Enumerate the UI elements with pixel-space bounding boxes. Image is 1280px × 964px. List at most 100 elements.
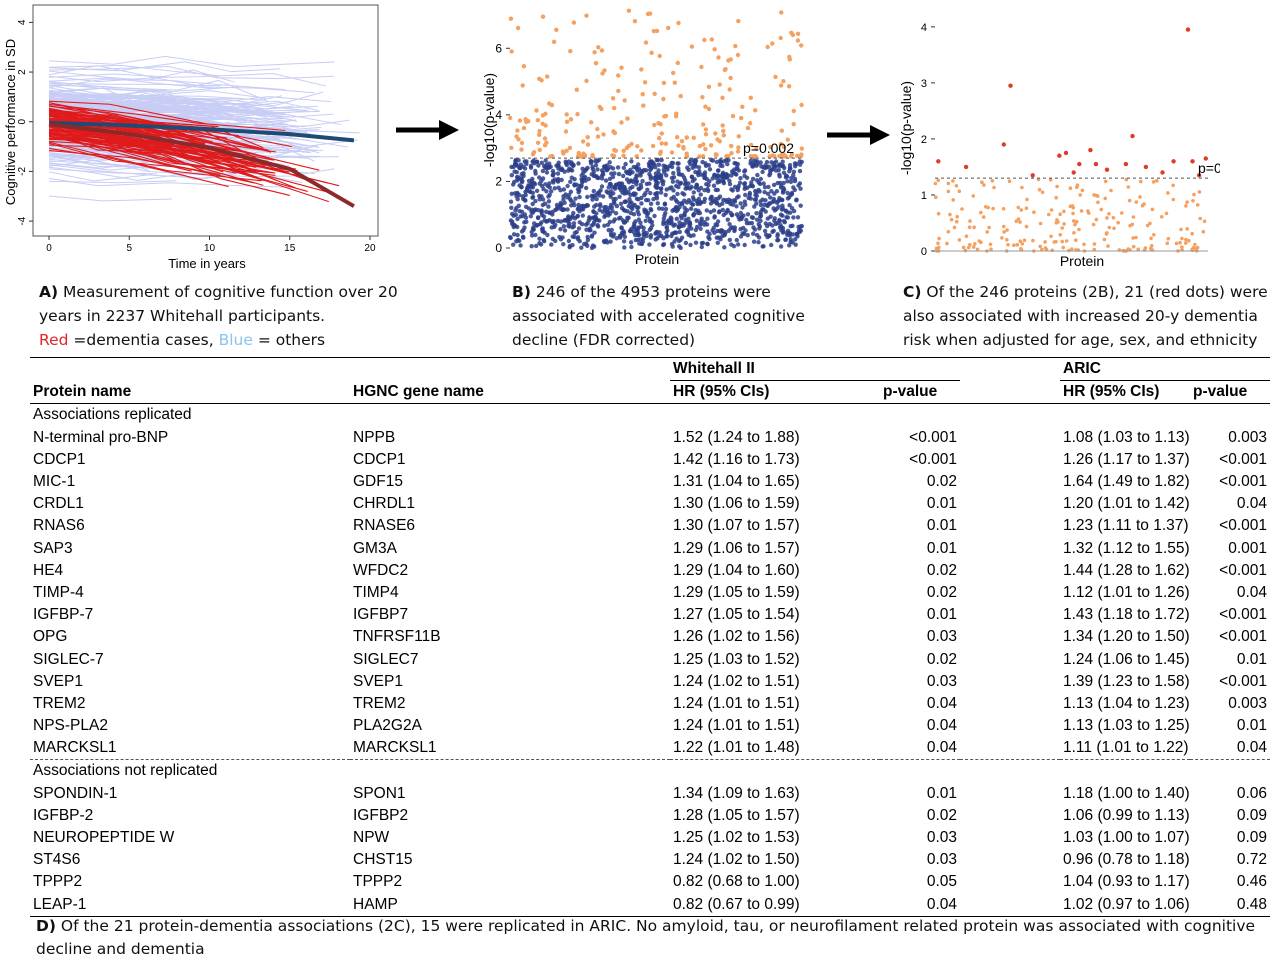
point-nonsignificant [529, 244, 534, 249]
point-significant [537, 147, 542, 153]
gene-name: TPPP2 [353, 873, 403, 891]
point-not-replicated [1148, 221, 1152, 226]
gene-name: HAMP [350, 893, 670, 917]
point-significant [699, 64, 704, 70]
point-nonsignificant [740, 205, 745, 210]
point-nonsignificant [638, 220, 643, 225]
table-row: IGFBP-7 IGFBP7 1.27 (1.05 to 1.54) 0.01 1.43… [30, 604, 1270, 626]
point-significant [676, 143, 681, 148]
point-nonsignificant [575, 214, 580, 219]
point-not-replicated [1149, 244, 1154, 248]
point-not-replicated [1195, 245, 1200, 250]
point-nonsignificant [517, 193, 522, 198]
point-nonsignificant [542, 163, 547, 169]
point-significant [593, 61, 599, 66]
point-not-replicated [961, 245, 966, 250]
point-not-replicated [1184, 204, 1188, 208]
point-significant [661, 96, 666, 102]
point-nonsignificant [693, 240, 699, 245]
point-not-replicated [957, 238, 962, 242]
point-nonsignificant [541, 237, 546, 243]
point-significant [621, 153, 626, 158]
aric-hr: 1.04 (0.93 to 1.17) [1063, 873, 1190, 891]
caption-text: 246 of the 4953 proteins were associated… [512, 283, 805, 349]
point-nonsignificant [796, 183, 801, 188]
point-significant [659, 131, 664, 136]
point-not-replicated [1202, 219, 1207, 224]
point-nonsignificant [699, 244, 704, 250]
point-significant [787, 54, 792, 60]
gene-name: GM3A [353, 539, 397, 557]
point-significant [753, 108, 758, 113]
point-nonsignificant [580, 222, 585, 227]
aric-p: 0.06 [1236, 784, 1268, 802]
protein-name: ST4S6 [33, 851, 81, 869]
point-significant [519, 140, 525, 146]
point-not-replicated [971, 245, 976, 249]
point-not-replicated [1150, 207, 1155, 212]
point-not-replicated [960, 207, 964, 211]
point-nonsignificant [720, 163, 725, 169]
point-nonsignificant [784, 215, 789, 220]
point-nonsignificant [640, 178, 645, 184]
point-nonsignificant [612, 201, 617, 206]
point-nonsignificant [685, 227, 691, 232]
point-not-replicated [954, 219, 959, 224]
point-nonsignificant [660, 206, 665, 211]
point-nonsignificant [715, 240, 720, 245]
spacer [960, 693, 1060, 715]
point-nonsignificant [664, 220, 669, 226]
aric-hr: 1.13 (1.04 to 1.23) [1063, 694, 1190, 712]
legend-red-label: Red [39, 331, 69, 349]
point-nonsignificant [622, 245, 627, 250]
point-not-replicated [1043, 246, 1048, 250]
point-nonsignificant [705, 216, 710, 221]
point-not-replicated [1099, 207, 1104, 212]
point-nonsignificant [550, 168, 556, 174]
point-nonsignificant [725, 161, 730, 167]
y-tick-label: 1 [921, 190, 927, 202]
point-nonsignificant [636, 162, 641, 167]
point-nonsignificant [770, 223, 775, 228]
point-nonsignificant [748, 158, 754, 163]
point-not-replicated [1024, 206, 1029, 210]
point-nonsignificant [682, 212, 687, 217]
point-nonsignificant [646, 198, 651, 203]
point-nonsignificant [533, 198, 538, 204]
protein-name: IGFBP-2 [33, 806, 94, 824]
trajectory-others [49, 66, 334, 80]
point-nonsignificant [739, 216, 744, 222]
point-significant [799, 102, 804, 108]
point-nonsignificant [629, 178, 634, 184]
point-nonsignificant [755, 172, 760, 178]
point-nonsignificant [579, 173, 584, 178]
point-nonsignificant [758, 181, 763, 187]
point-nonsignificant [511, 182, 516, 187]
point-nonsignificant [714, 201, 719, 206]
point-not-replicated [1005, 238, 1009, 242]
point-nonsignificant [632, 226, 638, 232]
point-significant [509, 145, 514, 150]
point-nonsignificant [558, 219, 564, 224]
point-nonsignificant [509, 191, 514, 196]
point-nonsignificant [676, 166, 681, 171]
point-nonsignificant [730, 188, 735, 193]
point-not-replicated [1062, 222, 1066, 226]
point-nonsignificant [632, 230, 637, 235]
point-nonsignificant [561, 242, 566, 247]
point-nonsignificant [780, 159, 785, 164]
point-significant [564, 119, 570, 125]
point-nonsignificant [780, 163, 786, 168]
table-row: TPPP2 TPPP2 0.82 (0.68 to 1.00) 0.05 1.04 (0… [30, 871, 1270, 893]
point-nonsignificant [787, 203, 792, 208]
point-nonsignificant [617, 181, 622, 186]
point-significant [703, 104, 708, 109]
point-nonsignificant [546, 194, 551, 199]
whitehall-p: 0.03 [926, 851, 957, 869]
point-nonsignificant [570, 163, 576, 169]
point-not-replicated [1131, 215, 1136, 219]
point-nonsignificant [540, 176, 546, 181]
point-significant [739, 115, 744, 121]
point-nonsignificant [561, 187, 567, 192]
point-nonsignificant [654, 191, 659, 196]
